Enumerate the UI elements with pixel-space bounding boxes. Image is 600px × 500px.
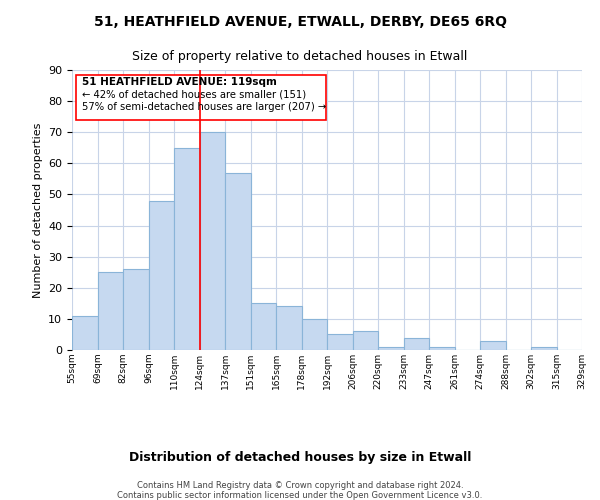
Text: ← 42% of detached houses are smaller (151): ← 42% of detached houses are smaller (15… — [82, 90, 307, 100]
Text: Contains public sector information licensed under the Open Government Licence v3: Contains public sector information licen… — [118, 490, 482, 500]
Bar — [225, 172, 251, 350]
Bar — [97, 272, 123, 350]
Bar — [378, 347, 404, 350]
Bar — [149, 200, 174, 350]
Bar — [174, 148, 199, 350]
Bar — [302, 319, 327, 350]
Bar — [327, 334, 353, 350]
Text: Size of property relative to detached houses in Etwall: Size of property relative to detached ho… — [133, 50, 467, 63]
Bar — [123, 269, 149, 350]
Bar — [276, 306, 302, 350]
Text: 51 HEATHFIELD AVENUE: 119sqm: 51 HEATHFIELD AVENUE: 119sqm — [82, 78, 277, 88]
Text: Distribution of detached houses by size in Etwall: Distribution of detached houses by size … — [129, 451, 471, 464]
Bar — [251, 304, 276, 350]
Bar — [404, 338, 429, 350]
Bar — [353, 332, 378, 350]
Bar — [72, 316, 97, 350]
Text: 57% of semi-detached houses are larger (207) →: 57% of semi-detached houses are larger (… — [82, 102, 326, 113]
Bar — [531, 347, 557, 350]
Bar — [480, 340, 505, 350]
Text: 51, HEATHFIELD AVENUE, ETWALL, DERBY, DE65 6RQ: 51, HEATHFIELD AVENUE, ETWALL, DERBY, DE… — [94, 15, 506, 29]
Y-axis label: Number of detached properties: Number of detached properties — [32, 122, 43, 298]
FancyBboxPatch shape — [76, 74, 326, 120]
Bar — [199, 132, 225, 350]
Bar — [429, 347, 455, 350]
Text: Contains HM Land Registry data © Crown copyright and database right 2024.: Contains HM Land Registry data © Crown c… — [137, 480, 463, 490]
